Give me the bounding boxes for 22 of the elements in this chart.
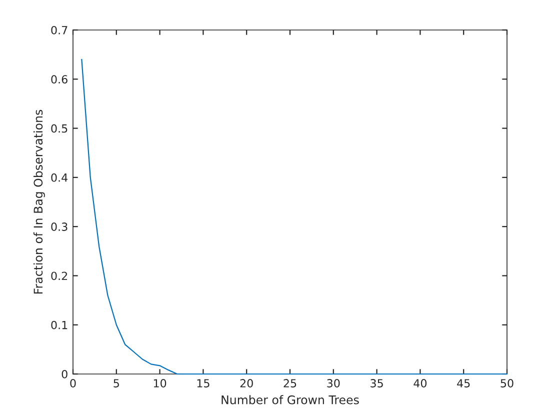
- y-axis-title: Fraction of In Bag Observations: [33, 110, 45, 294]
- y-tick-label: 0.6: [51, 75, 68, 84]
- y-tick-label: 0.4: [51, 173, 68, 182]
- x-tick-label: 50: [500, 379, 514, 388]
- y-tick-label: 0: [62, 370, 68, 378]
- y-tick-label: 0.7: [51, 26, 68, 34]
- x-axis-title: Number of Grown Trees: [222, 395, 359, 404]
- x-tick-label: 10: [154, 379, 166, 388]
- x-tick-label: 45: [457, 379, 470, 388]
- x-tick-label: 25: [284, 379, 296, 388]
- y-tick-label: 0.1: [51, 320, 68, 330]
- x-tick-label: 5: [114, 379, 119, 388]
- x-tick-label: 0: [70, 379, 76, 388]
- y-tick-label: 0.5: [51, 124, 68, 133]
- x-tick-label: 30: [327, 379, 340, 388]
- x-tick-label: 40: [414, 379, 427, 388]
- y-tick-label: 0.2: [51, 272, 68, 280]
- x-tick-label: 15: [197, 379, 210, 388]
- line-series: [81, 58, 508, 375]
- x-tick-label: 20: [240, 379, 253, 388]
- y-tick-label: 0.3: [51, 222, 68, 231]
- x-tick-label: 35: [370, 379, 383, 388]
